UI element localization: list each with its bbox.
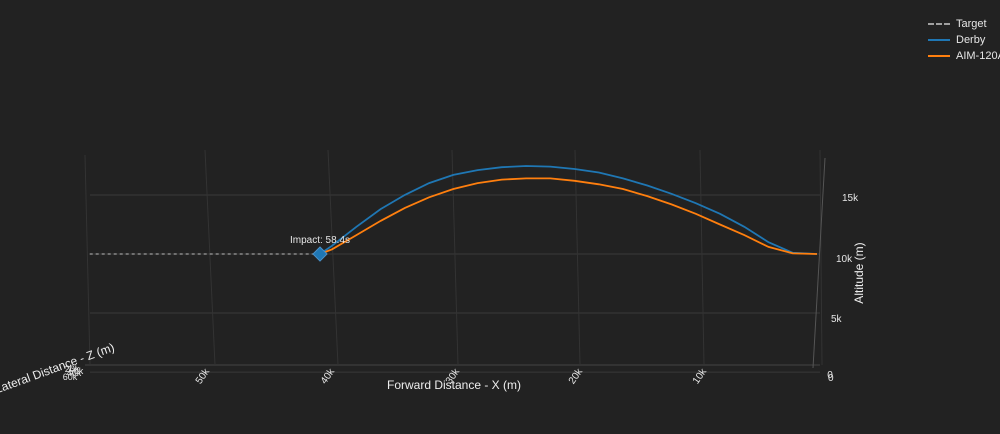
legend-swatch-target: [928, 23, 950, 25]
legend-swatch-derby: [928, 39, 950, 41]
x-tick-label: 40k: [319, 366, 338, 386]
lateral-tick-label: 40k: [67, 368, 82, 378]
x-axis-title: Forward Distance - X (m): [387, 378, 521, 392]
legend-item-aim-120a[interactable]: AIM-120A: [928, 48, 1000, 64]
grid-lines: [84, 149, 826, 373]
altitude-tick-label: 10k: [836, 254, 853, 265]
legend-label-target: Target: [956, 18, 987, 30]
legend-swatch-aim-120a: [928, 55, 950, 57]
grid-line-vertical: [451, 149, 459, 366]
series-line-aim-120a: [319, 177, 818, 255]
x-tick-label: 0: [827, 370, 833, 381]
legend-item-target[interactable]: Target: [928, 16, 1000, 32]
altitude-tick-label: 15k: [842, 193, 859, 204]
altitude-axis-line: [812, 157, 826, 369]
impact-annotation: Impact: 58.4s: [290, 235, 350, 246]
impact-marker: [312, 246, 328, 262]
series-layer: Impact: 58.4s: [89, 165, 818, 262]
lateral-tick-label: 20k: [65, 364, 80, 374]
x-tick-label: 50k: [194, 366, 213, 386]
altitude-tick-label: 0: [828, 373, 834, 384]
grid-line-vertical: [574, 149, 581, 366]
grid-line-vertical: [327, 149, 339, 366]
lateral-tick-label: 60k: [63, 372, 78, 382]
legend-label-aim-120a: AIM-120A: [956, 50, 1000, 62]
x-tick-label: 10k: [691, 366, 710, 386]
series-line-derby: [319, 165, 818, 255]
grid-line-vertical: [84, 154, 91, 366]
altitude-axis-title: Altitude (m): [852, 242, 866, 303]
grid-line-vertical: [204, 149, 216, 366]
grid-line-vertical: [819, 149, 823, 366]
lateral-axis-title: Lateral Distance - Z (m): [0, 340, 116, 396]
grid-line-vertical: [699, 149, 705, 366]
altitude-tick-label: 5k: [831, 314, 843, 325]
legend-item-derby[interactable]: Derby: [928, 32, 1000, 48]
lateral-tick-label: 60k: [69, 366, 84, 376]
legend-label-derby: Derby: [956, 34, 986, 46]
legend: Target Derby AIM-120A: [928, 16, 1000, 64]
x-tick-label: 20k: [567, 366, 586, 386]
